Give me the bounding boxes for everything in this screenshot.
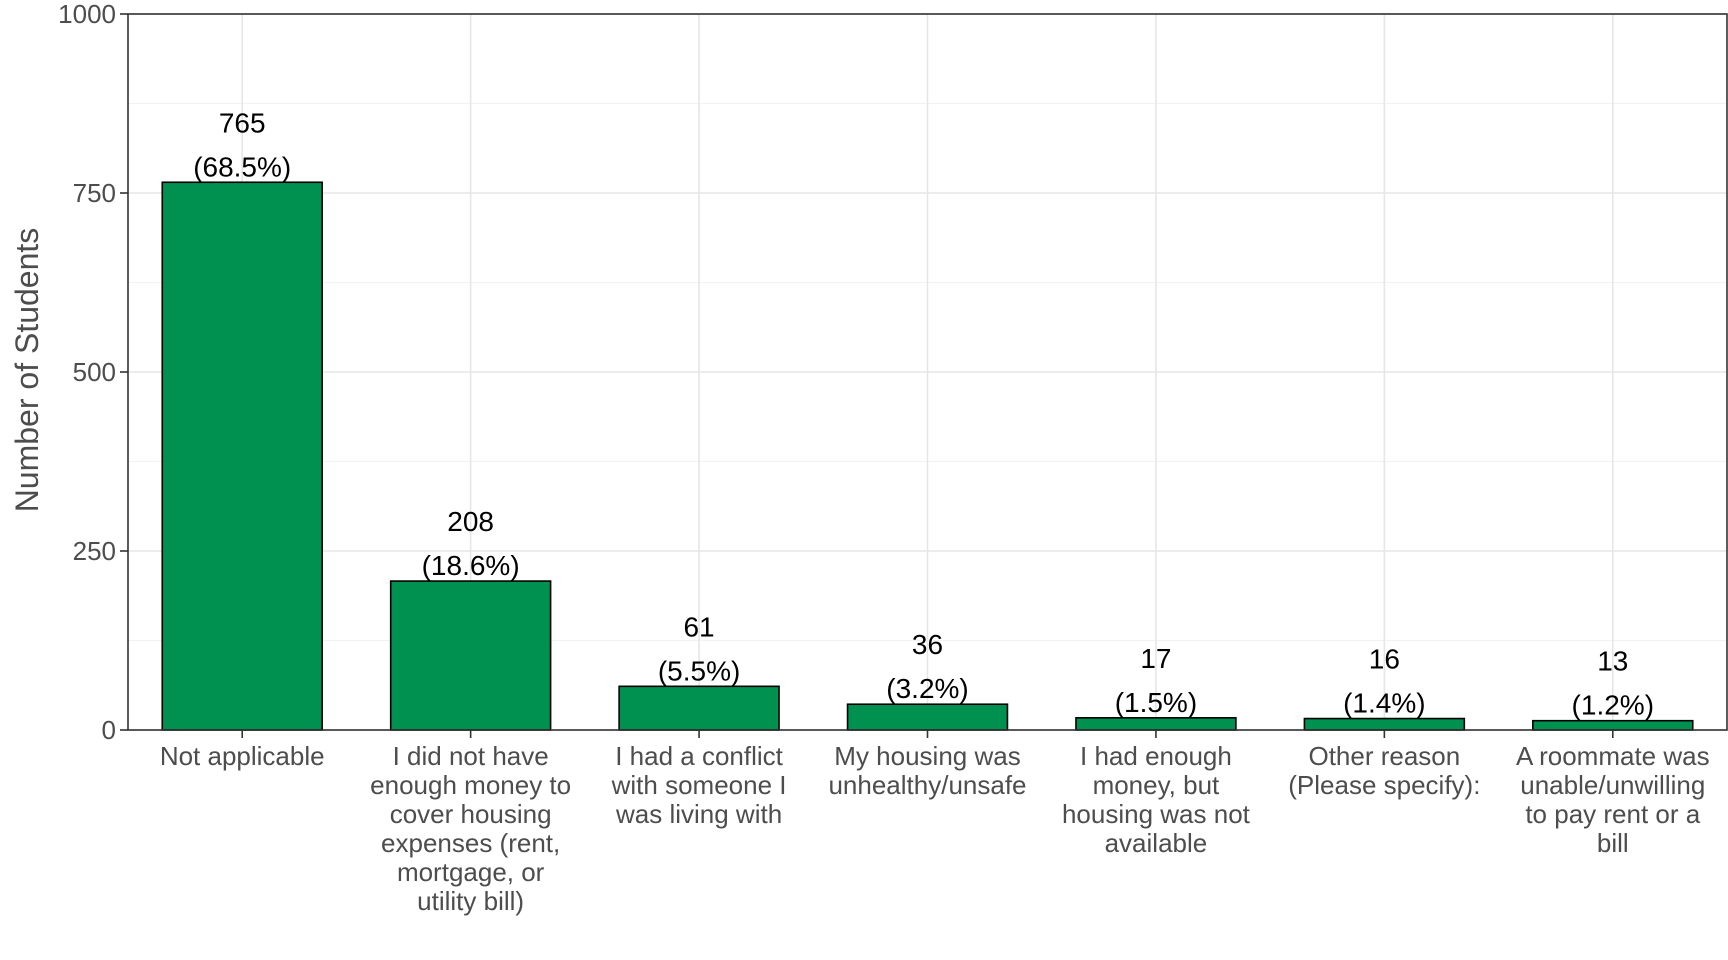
grid-layer	[128, 13, 1727, 731]
data-label-percent: (3.2%)	[886, 673, 968, 704]
bar	[618, 685, 780, 731]
y-tick-label: 0	[102, 715, 116, 745]
data-labels: (68.5%) 765 (18.6%) 208 (5.5%) 61 (3.2%) 36 (1.5…	[193, 107, 1654, 720]
y-tick-label: 1000	[58, 0, 116, 29]
data-label-percent: (5.5%)	[658, 655, 740, 686]
y-axis-title: Number of Students	[9, 228, 45, 513]
bar	[161, 181, 323, 731]
x-tick-label: Other reason (Please specify):	[1288, 741, 1480, 800]
data-label-percent: (18.6%)	[422, 550, 520, 581]
bar	[846, 703, 1009, 731]
data-label-count: 13	[1597, 646, 1628, 677]
x-tick-label: My housing was unhealthy/unsafe	[828, 741, 1026, 800]
data-label-count: 208	[447, 506, 494, 537]
bar	[1532, 719, 1694, 731]
y-axis: 0 250 500 750 1000	[58, 0, 128, 745]
data-label-percent: (1.2%)	[1572, 690, 1654, 721]
bar	[1303, 717, 1466, 731]
data-label-count: 36	[912, 629, 943, 660]
data-label-percent: (1.4%)	[1343, 688, 1425, 719]
bars-layer	[161, 181, 1694, 731]
data-label-count: 765	[219, 107, 266, 138]
x-tick-label: I had enough money, but housing was not ava…	[1062, 741, 1251, 858]
x-tick-label: A roommate was unable/unwilling to pay ren…	[1516, 741, 1710, 858]
y-tick-label: 500	[73, 357, 116, 387]
data-label-count: 17	[1140, 643, 1171, 674]
bar	[389, 580, 552, 731]
y-tick-label: 750	[73, 178, 116, 208]
y-tick-label: 250	[73, 536, 116, 566]
data-label-count: 61	[683, 611, 714, 642]
x-tick-label: I did not have enough money to cover housi…	[370, 741, 571, 916]
bar	[1075, 717, 1237, 731]
data-label-count: 16	[1369, 644, 1400, 675]
x-axis: Not applicable I did not have enough money…	[160, 730, 1710, 916]
data-label-percent: (68.5%)	[193, 151, 291, 182]
data-label-percent: (1.5%)	[1115, 687, 1197, 718]
x-tick-label: Not applicable	[160, 741, 325, 771]
